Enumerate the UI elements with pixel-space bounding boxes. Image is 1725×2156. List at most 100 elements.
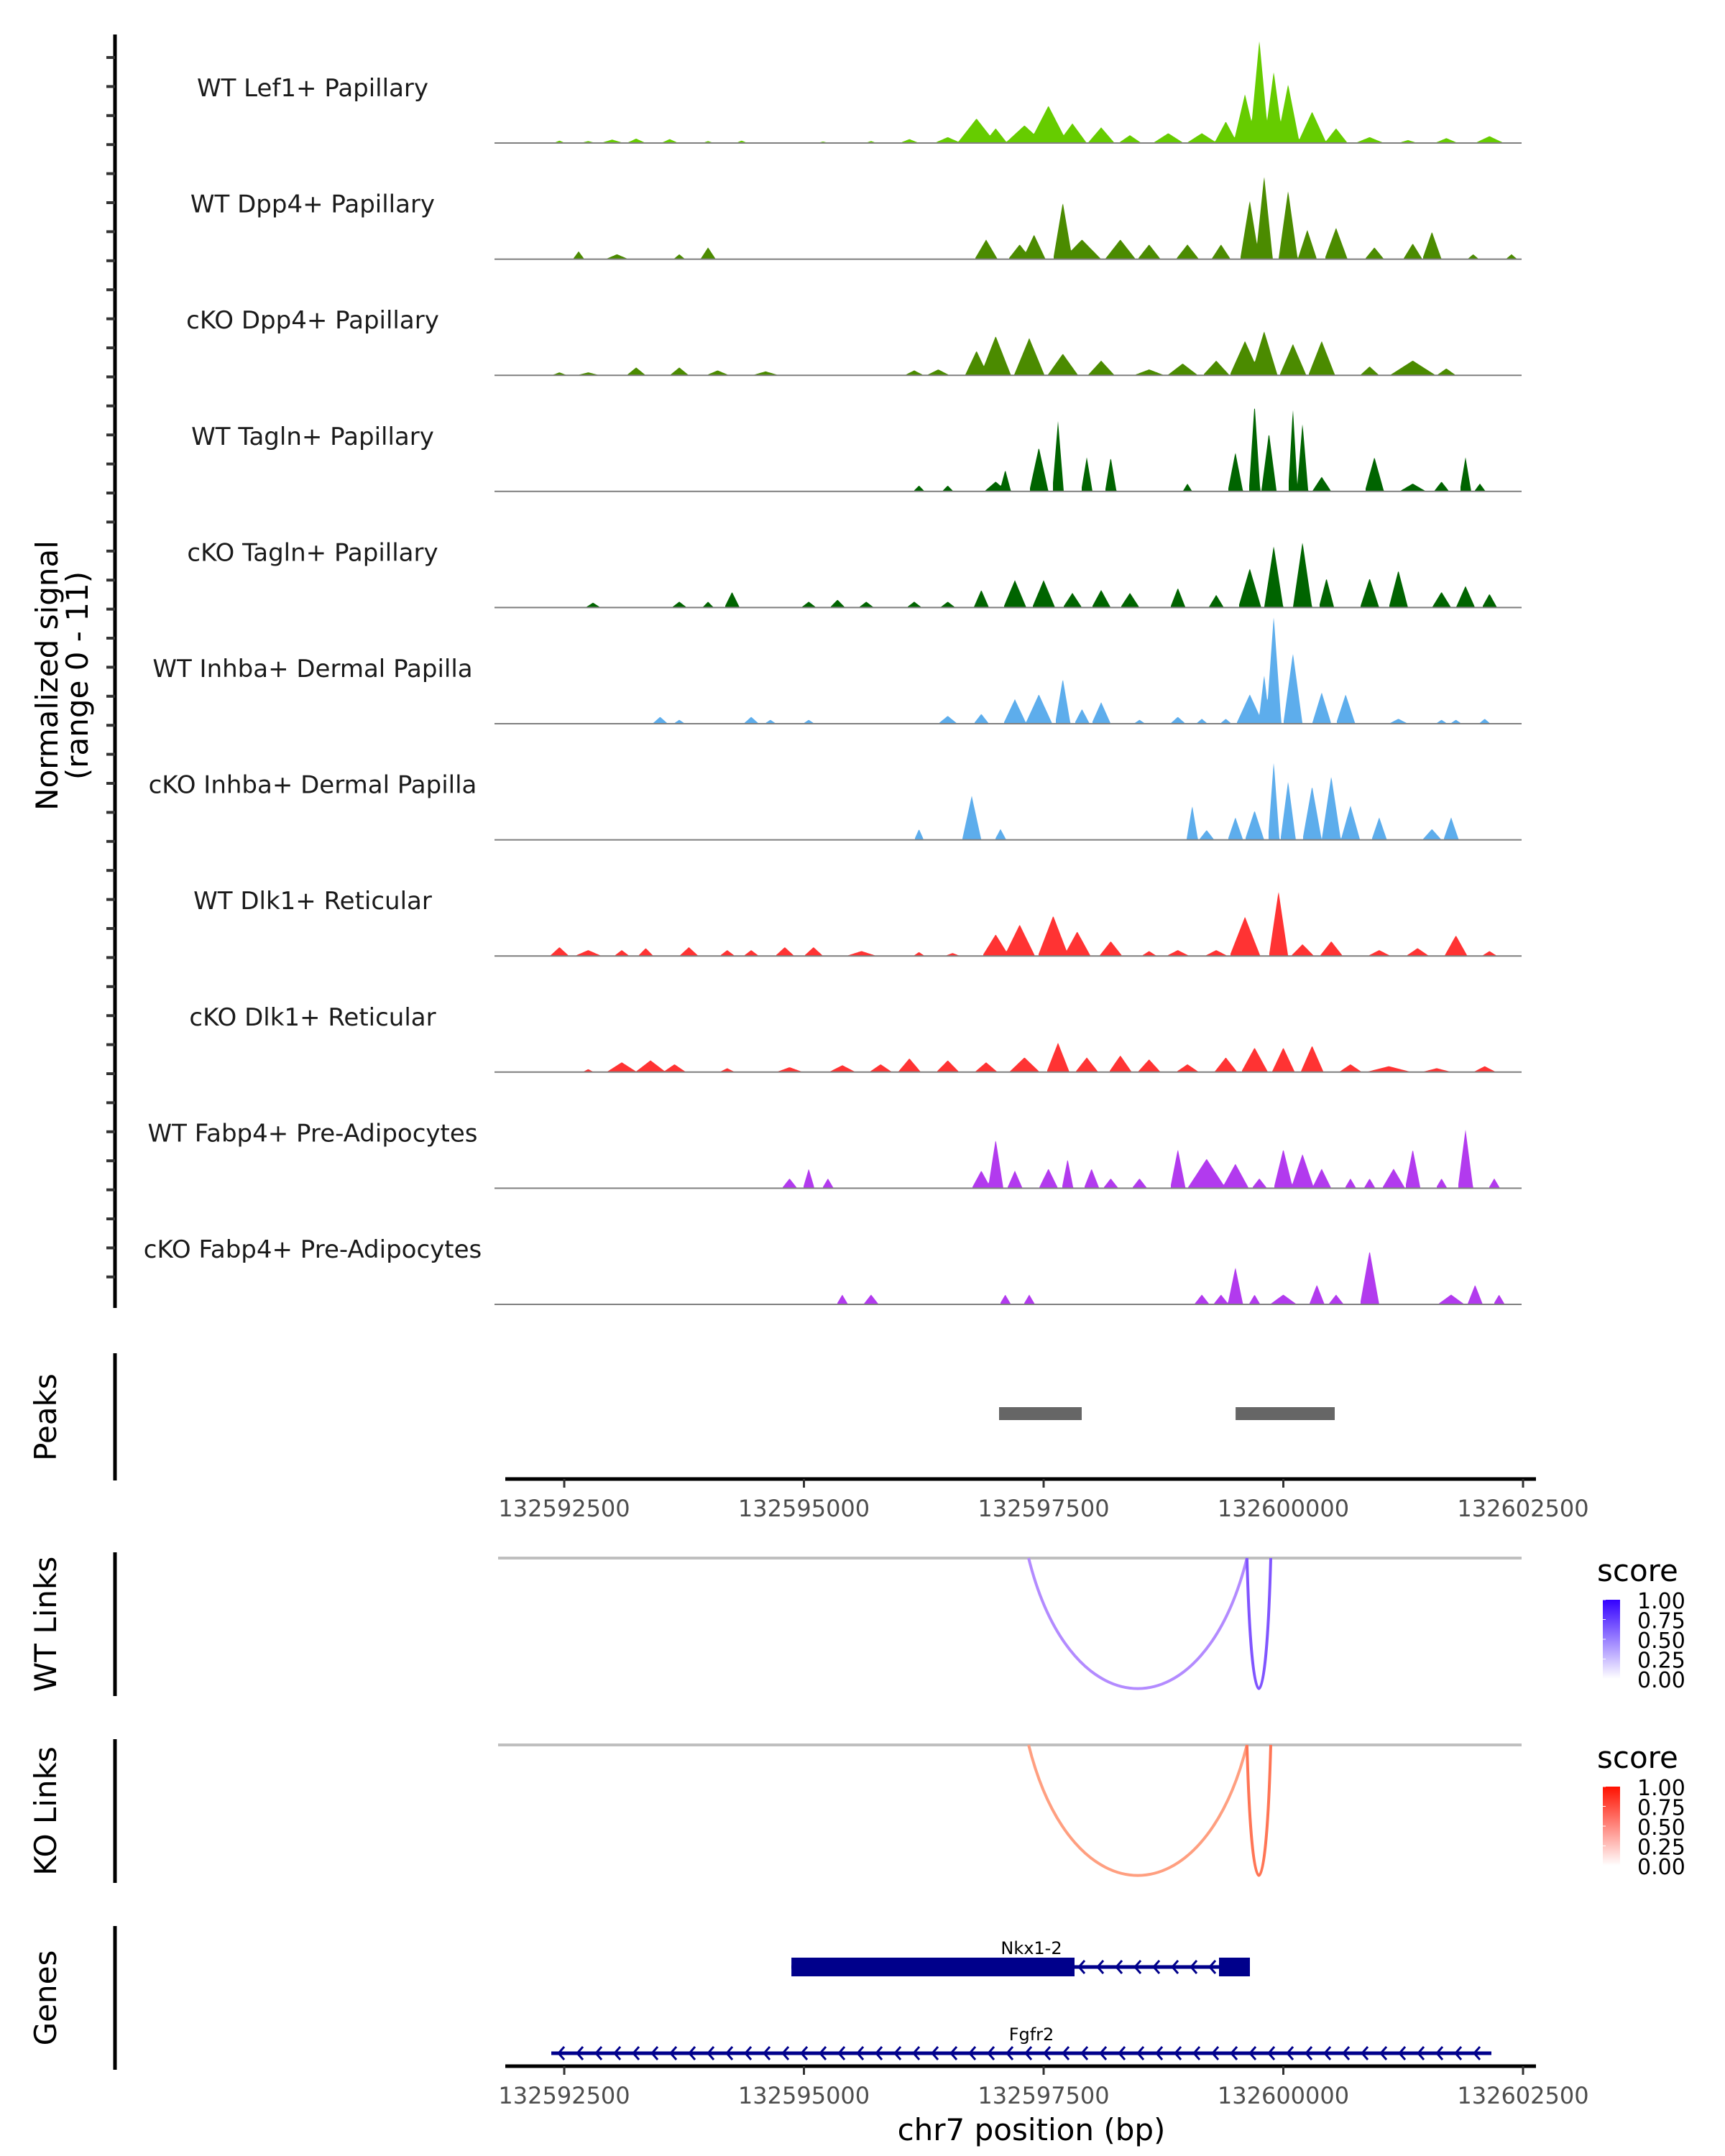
track-label: WT Fabp4+ Pre-Adipocytes	[148, 1119, 478, 1148]
x-tick-label: 132597500	[978, 1495, 1109, 1522]
strand-arrow-icon	[1190, 1960, 1198, 1974]
track-label: WT Inhba+ Dermal Papilla	[152, 655, 472, 683]
links-label: KO Links	[28, 1746, 63, 1876]
strand-arrow-icon	[1230, 2046, 1238, 2060]
legend-tick-label: 0.50	[1637, 1628, 1685, 1654]
gene-exon	[1219, 1958, 1250, 1976]
coverage-area	[551, 892, 1496, 957]
coverage-area	[914, 408, 1486, 492]
strand-arrow-icon	[613, 2046, 622, 2060]
legend-tick-label: 1.00	[1637, 1776, 1685, 1801]
x-tick-label: 132592500	[498, 2082, 630, 2109]
strand-arrow-icon	[875, 2046, 883, 2060]
strand-arrow-icon	[1305, 2046, 1313, 2060]
track-label: cKO Inhba+ Dermal Papilla	[149, 771, 477, 800]
coverage-y-axis: Normalized signal (range 0 - 11)	[29, 34, 117, 1308]
legend-tick-label: 0.00	[1637, 1668, 1685, 1693]
track-label: cKO Dlk1+ Reticular	[189, 1003, 436, 1032]
coverage-track: WT Inhba+ Dermal Papilla	[152, 617, 1522, 724]
link-arc	[1027, 1744, 1248, 1877]
strand-arrow-icon	[931, 2046, 939, 2060]
legend-tick-label: 0.50	[1637, 1815, 1685, 1841]
coverage-ylabel-line-1: Normalized signal	[29, 540, 65, 811]
gene-name-label: Nkx1-2	[1000, 1938, 1062, 1958]
coverage-area	[555, 41, 1503, 143]
strand-arrow-icon	[912, 2046, 921, 2060]
strand-arrow-icon	[968, 2046, 977, 2060]
coverage-area	[586, 543, 1497, 608]
peak-regions	[999, 1407, 1335, 1420]
strand-arrow-icon	[1024, 2046, 1033, 2060]
strand-arrow-icon	[893, 2046, 902, 2060]
strand-arrow-icon	[557, 2046, 566, 2060]
x-tick-label: 132600000	[1218, 2082, 1349, 2109]
strand-arrow-icon	[1171, 1960, 1179, 1974]
x-tick-label: 132595000	[738, 2082, 870, 2109]
strand-arrow-icon	[763, 2046, 771, 2060]
coverage-area	[653, 617, 1490, 724]
x-tick-label: 132602500	[1457, 1495, 1588, 1522]
track-label: WT Dpp4+ Papillary	[190, 190, 435, 219]
coverage-ylabel: Normalized signal	[29, 540, 65, 811]
legend-tick-label: 1.00	[1637, 1589, 1685, 1614]
legend-tick-label: 0.25	[1637, 1649, 1685, 1674]
strand-arrow-icon	[1398, 2046, 1407, 2060]
coverage-area	[574, 177, 1517, 259]
strand-arrow-icon	[1152, 1960, 1161, 1974]
strand-arrow-icon	[1323, 2046, 1332, 2060]
peaks-track: Peaks	[28, 1353, 1335, 1480]
strand-arrow-icon	[1043, 2046, 1052, 2060]
x-tick-label: 132600000	[1218, 1495, 1349, 1522]
coverage-area	[783, 1129, 1500, 1189]
coverage-ylabel-sub: (range 0 - 11)	[60, 571, 95, 780]
strand-arrow-icon	[632, 2046, 640, 2060]
links-label: WT Links	[28, 1557, 63, 1692]
strand-arrow-icon	[688, 2046, 696, 2060]
strand-arrow-icon	[707, 2046, 715, 2060]
strand-arrow-icon	[1361, 2046, 1369, 2060]
strand-arrow-icon	[1435, 2046, 1444, 2060]
coverage-area	[553, 331, 1455, 376]
strand-arrow-icon	[1174, 2046, 1182, 2060]
legend-title: score	[1597, 1740, 1678, 1775]
strand-arrow-icon	[1136, 2046, 1145, 2060]
strand-arrow-icon	[781, 2046, 790, 2060]
strand-arrow-icon	[1099, 2046, 1108, 2060]
strand-arrow-icon	[1192, 2046, 1201, 2060]
strand-arrow-icon	[650, 2046, 659, 2060]
gene-exon	[791, 1958, 1075, 1976]
peak-region	[999, 1407, 1082, 1420]
coverage-axis-ticks	[106, 56, 115, 1279]
strand-arrow-icon	[1379, 2046, 1388, 2060]
x-axis-title: chr7 position (bp)	[898, 2112, 1166, 2147]
x-axis-middle: 132592500 132595000 132597500 132600000 1326…	[498, 1477, 1589, 1522]
strand-arrow-icon	[1454, 2046, 1463, 2060]
coverage-tracks: WT Lef1+ Papillary WT Dpp4+ Papillary cKO …	[144, 41, 1522, 1305]
strand-arrow-icon	[1473, 2046, 1481, 2060]
x-tick-label: 132595000	[738, 1495, 870, 1522]
gene-model: Nkx1-2	[791, 1938, 1250, 1976]
strand-arrow-icon	[1155, 2046, 1164, 2060]
legend-tick-label: 0.00	[1637, 1855, 1685, 1880]
strand-arrow-icon	[1342, 2046, 1351, 2060]
genes-track: Genes Nkx1-2 Fgfr2	[28, 1926, 1491, 2070]
strand-arrow-icon	[1208, 1960, 1217, 1974]
strand-arrow-icon	[1417, 2046, 1425, 2060]
strand-arrow-icon	[576, 2046, 584, 2060]
coverage-ylabel-line-2: (range 0 - 11)	[60, 571, 95, 780]
strand-arrow-icon	[856, 2046, 865, 2060]
strand-arrow-icon	[1267, 2046, 1276, 2060]
track-label: WT Dlk1+ Reticular	[193, 887, 432, 916]
track-label: cKO Tagln+ Papillary	[187, 538, 438, 567]
link-arc	[1245, 1744, 1272, 1877]
coverage-area	[837, 1252, 1505, 1304]
track-label: WT Tagln+ Papillary	[191, 423, 434, 451]
coverage-track: WT Dlk1+ Reticular	[193, 887, 1522, 957]
strand-arrow-icon	[744, 2046, 753, 2060]
strand-arrow-icon	[1286, 2046, 1294, 2060]
legend-tick-label: 0.75	[1637, 1796, 1685, 1821]
gene-model: Fgfr2	[551, 2024, 1491, 2060]
strand-arrow-icon	[1118, 2046, 1126, 2060]
strand-arrow-icon	[1248, 2046, 1257, 2060]
